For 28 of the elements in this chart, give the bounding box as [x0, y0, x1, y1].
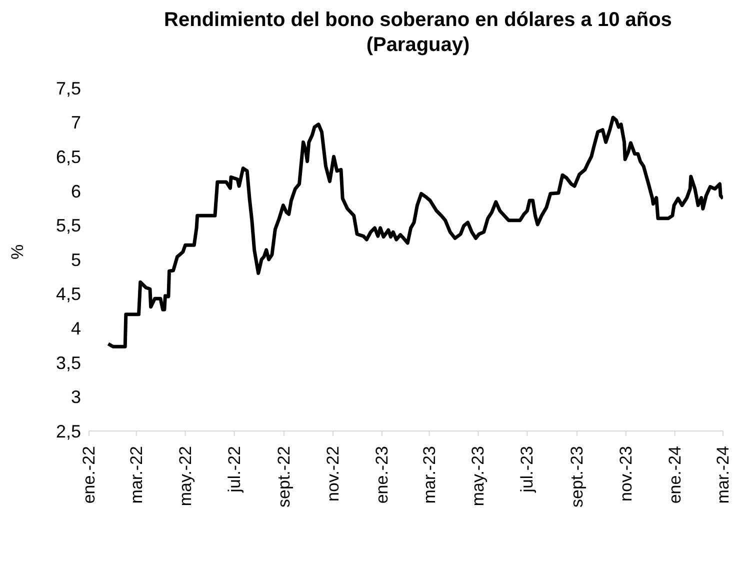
- x-tick-label: ene.-22: [80, 446, 98, 504]
- x-tick-label: ene.-24: [665, 446, 684, 504]
- x-tick-label: nov.-23: [616, 446, 636, 502]
- y-tick-label: 5: [70, 250, 81, 270]
- y-axis-title: %: [8, 244, 28, 260]
- y-tick-label: 3: [70, 387, 81, 408]
- x-tick-label: sept.-22: [274, 446, 294, 508]
- x-tick-label: mar.-24: [714, 446, 732, 504]
- x-tick-label: ene.-23: [372, 446, 392, 504]
- x-tick-label: jul.-23: [518, 446, 537, 494]
- x-tick-label: sept.-23: [567, 446, 586, 508]
- y-tick-label: 2,5: [56, 421, 81, 442]
- y-tick-label: 6: [70, 181, 81, 202]
- line-series: [106, 116, 723, 348]
- x-tick-label: jul.-22: [224, 446, 244, 494]
- x-tick-label: mar.-23: [420, 446, 439, 504]
- y-tick-label: 7: [70, 112, 81, 133]
- y-tick-label: 7,5: [56, 78, 81, 98]
- x-tick-label: may.-22: [176, 446, 195, 506]
- y-tick-label: 5,5: [56, 216, 81, 236]
- y-tick-label: 6,5: [56, 146, 81, 167]
- y-tick-label: 3,5: [56, 352, 81, 373]
- chart-title: Rendimiento del bono soberano en dólares a 10 años (Paraguay): [163, 8, 673, 58]
- y-tick-label: 4,5: [56, 284, 81, 304]
- x-tick-label: mar.-22: [126, 446, 146, 504]
- x-tick-label: nov.-22: [323, 446, 342, 502]
- y-tick-label: 4: [70, 318, 81, 338]
- x-tick-label: may.-23: [468, 446, 488, 506]
